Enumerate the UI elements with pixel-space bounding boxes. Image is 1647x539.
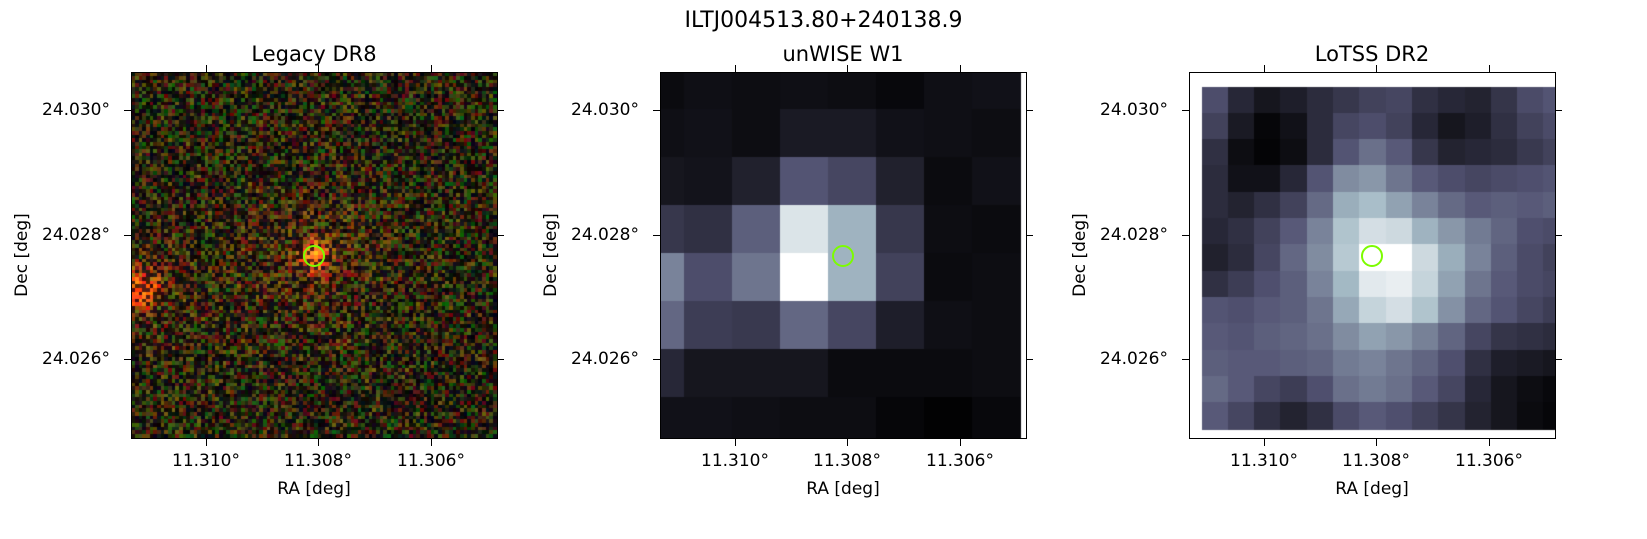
ytick bbox=[653, 110, 660, 111]
figure-title: ILTJ004513.80+240138.9 bbox=[684, 8, 963, 33]
xtick bbox=[1264, 439, 1265, 446]
x-axis-label: RA [deg] bbox=[806, 479, 880, 499]
panel-title: unWISE W1 bbox=[782, 42, 904, 66]
xtick bbox=[1489, 439, 1490, 446]
xtick bbox=[1264, 65, 1265, 72]
xtick bbox=[318, 65, 319, 72]
xtick bbox=[960, 65, 961, 72]
xtick-label: 11.308° bbox=[284, 451, 352, 471]
ytick bbox=[1182, 110, 1189, 111]
xtick bbox=[431, 439, 432, 446]
xtick-label: 11.306° bbox=[1455, 451, 1523, 471]
xtick bbox=[847, 439, 848, 446]
ytick bbox=[653, 359, 660, 360]
xtick-label: 11.306° bbox=[397, 451, 465, 471]
ytick bbox=[1182, 235, 1189, 236]
legacy-dr8-panel: Legacy DR8 24.030° 24.028° 24.026° 11.31… bbox=[0, 0, 560, 539]
y-axis-label: Dec [deg] bbox=[541, 213, 561, 297]
lotss-dr2-panel: LoTSS DR2 24.030° 24.028° 24.026° 11.310… bbox=[1058, 0, 1618, 539]
ytick bbox=[1555, 110, 1562, 111]
xtick bbox=[735, 439, 736, 446]
unwise-w1-panel: unWISE W1 24.030° 24.028° 24.026° 11.310… bbox=[529, 0, 1089, 539]
y-axis-label: Dec [deg] bbox=[1070, 213, 1090, 297]
source-marker-circle bbox=[1361, 245, 1383, 267]
ytick bbox=[1026, 110, 1033, 111]
ytick bbox=[124, 235, 131, 236]
ytick bbox=[1555, 235, 1562, 236]
panel-title: LoTSS DR2 bbox=[1314, 42, 1430, 66]
xtick-label: 11.308° bbox=[813, 451, 881, 471]
ytick bbox=[124, 110, 131, 111]
xtick bbox=[318, 439, 319, 446]
ytick bbox=[1555, 359, 1562, 360]
ytick bbox=[1026, 235, 1033, 236]
xtick bbox=[735, 65, 736, 72]
x-axis-label: RA [deg] bbox=[1335, 479, 1409, 499]
ytick bbox=[1026, 359, 1033, 360]
ytick-label: 24.030° bbox=[1100, 100, 1168, 120]
xtick-label: 11.310° bbox=[1230, 451, 1298, 471]
xtick bbox=[1489, 65, 1490, 72]
xtick bbox=[847, 65, 848, 72]
ytick bbox=[497, 110, 504, 111]
ytick bbox=[1182, 359, 1189, 360]
y-axis-label: Dec [deg] bbox=[12, 213, 32, 297]
source-marker-circle bbox=[832, 245, 854, 267]
ytick-label: 24.028° bbox=[1100, 225, 1168, 245]
ytick bbox=[124, 359, 131, 360]
xtick bbox=[1376, 65, 1377, 72]
ytick-label: 24.030° bbox=[42, 100, 110, 120]
ytick-label: 24.026° bbox=[42, 349, 110, 369]
xtick bbox=[206, 439, 207, 446]
ytick bbox=[653, 235, 660, 236]
xtick-label: 11.310° bbox=[701, 451, 769, 471]
ytick-label: 24.030° bbox=[571, 100, 639, 120]
x-axis-label: RA [deg] bbox=[277, 479, 351, 499]
ytick-label: 24.026° bbox=[571, 349, 639, 369]
xtick bbox=[1376, 439, 1377, 446]
ytick-label: 24.028° bbox=[42, 225, 110, 245]
source-marker-circle bbox=[303, 245, 325, 267]
xtick-label: 11.306° bbox=[926, 451, 994, 471]
xtick bbox=[431, 65, 432, 72]
panel-title: Legacy DR8 bbox=[251, 42, 377, 66]
ytick bbox=[497, 235, 504, 236]
ytick-label: 24.026° bbox=[1100, 349, 1168, 369]
xtick-label: 11.310° bbox=[172, 451, 240, 471]
xtick-label: 11.308° bbox=[1342, 451, 1410, 471]
ytick-label: 24.028° bbox=[571, 225, 639, 245]
ytick bbox=[497, 359, 504, 360]
xtick bbox=[960, 439, 961, 446]
xtick bbox=[206, 65, 207, 72]
